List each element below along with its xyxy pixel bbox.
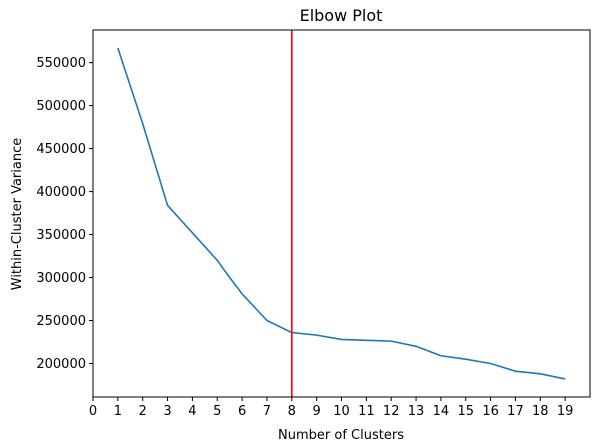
x-tick-label: 4 xyxy=(188,404,196,419)
y-tick-label: 350000 xyxy=(36,228,86,243)
x-axis: 0 1 2 3 4 5 6 7 8 9 10 11 12 13 14 15 16 17 18 19 xyxy=(89,397,574,419)
series-line xyxy=(117,47,566,380)
x-tick-label: 18 xyxy=(532,404,549,419)
y-tick-label: 200000 xyxy=(36,357,86,372)
y-tick-label: 450000 xyxy=(36,142,86,157)
x-tick-label: 8 xyxy=(288,404,296,419)
x-tick-label: 19 xyxy=(557,404,574,419)
x-tick-label: 15 xyxy=(457,404,474,419)
x-tick-label: 5 xyxy=(213,404,221,419)
x-tick-label: 6 xyxy=(238,404,246,419)
x-tick-label: 2 xyxy=(139,404,147,419)
y-tick-label: 250000 xyxy=(36,314,86,329)
x-tick-label: 14 xyxy=(433,404,450,419)
y-tick-label: 500000 xyxy=(36,99,86,114)
x-tick-label: 7 xyxy=(263,404,271,419)
x-tick-label: 0 xyxy=(89,404,97,419)
x-tick-label: 9 xyxy=(313,404,321,419)
y-axis: 200000 250000 300000 350000 400000 450000 5000… xyxy=(36,56,93,372)
y-axis-label: Within-Cluster Variance xyxy=(10,138,25,291)
y-tick-label: 300000 xyxy=(36,271,86,286)
x-tick-label: 3 xyxy=(163,404,171,419)
x-tick-label: 17 xyxy=(507,404,524,419)
x-tick-label: 1 xyxy=(114,404,122,419)
y-tick-label: 400000 xyxy=(36,185,86,200)
x-axis-label: Number of Clusters xyxy=(278,428,404,443)
y-tick-label: 550000 xyxy=(36,56,86,71)
x-tick-label: 12 xyxy=(383,404,400,419)
x-tick-label: 10 xyxy=(333,404,350,419)
x-tick-label: 16 xyxy=(482,404,499,419)
x-tick-label: 11 xyxy=(358,404,375,419)
chart-title: Elbow Plot xyxy=(300,6,383,25)
x-tick-label: 13 xyxy=(408,404,425,419)
